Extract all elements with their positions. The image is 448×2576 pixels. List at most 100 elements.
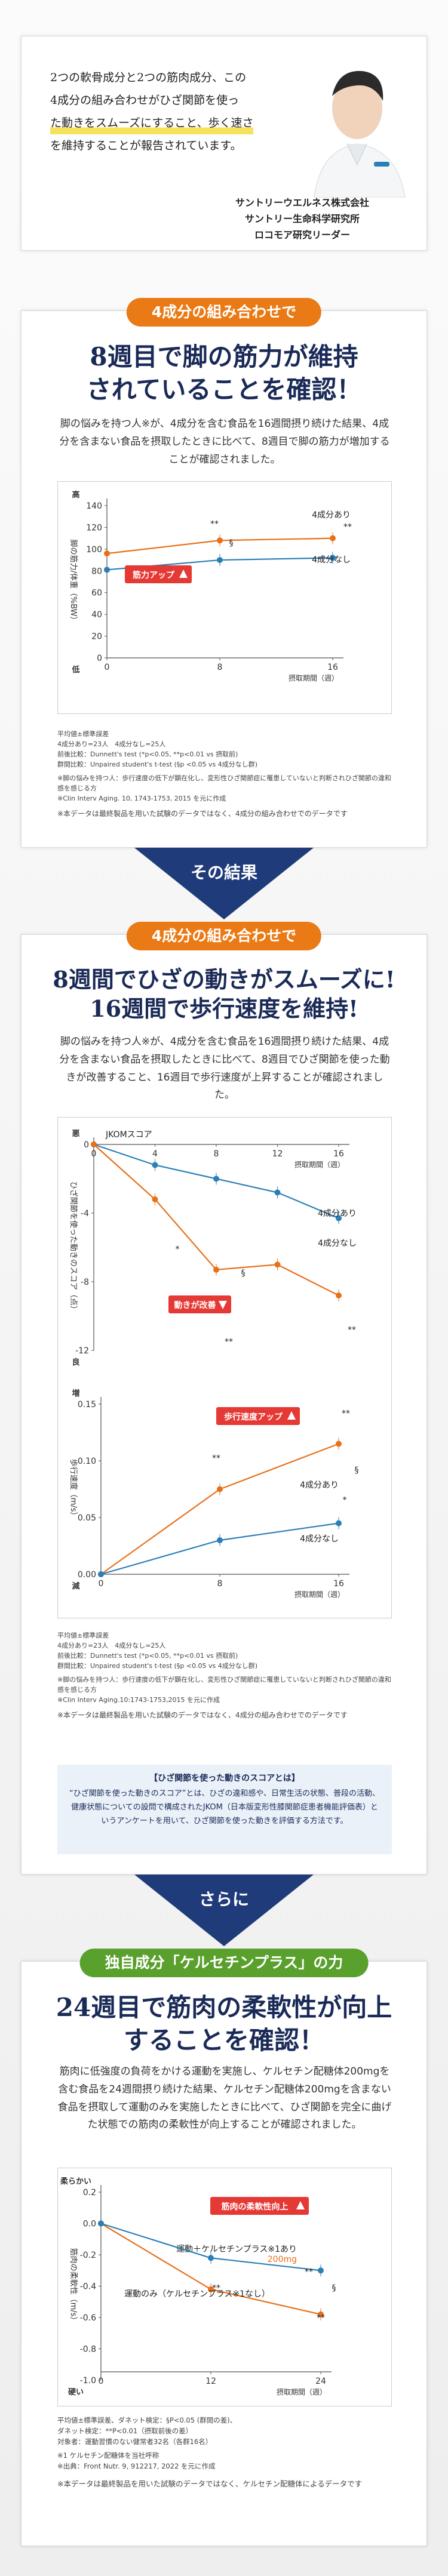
data-point	[217, 557, 223, 564]
series-label: 運動＋ケルセチンプラス※1あり 200mg	[176, 2245, 297, 2264]
org-name: サントリーウエルネス株式会社	[235, 197, 369, 208]
section3-pill: 独自成分「ケルセチンプラス」の力	[79, 1949, 369, 1977]
callout-badge	[125, 565, 192, 583]
arrow1-text: その結果	[190, 863, 257, 882]
series-label: 4成分あり	[318, 1209, 357, 1218]
chart-title: JKOMスコア	[105, 1130, 152, 1140]
y-tick-label: 100	[86, 545, 102, 555]
data-point	[274, 1261, 281, 1268]
researcher-photo	[302, 54, 410, 198]
significance-mark: §	[229, 538, 234, 548]
y-axis-label: 脚の筋力/体重（%BW）	[69, 539, 78, 624]
note: 群間比較：Unpaired student's t-test (§p <0.05…	[57, 1662, 258, 1670]
data-point	[336, 1441, 342, 1447]
note: 平均値±標準誤差、ダネット検定：§P<0.05 (群間の差)、	[57, 2416, 237, 2424]
y-bottom-label: 良	[72, 1358, 79, 1367]
callout-arrow-icon	[287, 1411, 296, 1420]
callout-arrow-icon	[296, 2201, 305, 2209]
section2-card: 4成分の組み合わせで 8週間でひざの動きがスムーズに! 16週間で歩行速度を維持…	[21, 922, 427, 1875]
data-point	[217, 1486, 223, 1492]
y-tick-label: 0.2	[83, 2188, 96, 2198]
y-axis-label: ひざ関節を使った動きのスコア（点）	[69, 1181, 78, 1313]
callout-badge	[210, 2197, 309, 2215]
y-axis-label: 歩行速度（m/s）	[69, 1459, 78, 1520]
section2-body: 脚の悩みを持つ人※が、4成分を含む食品を16週間摂り続けた結果、4成分を含まない…	[59, 1036, 390, 1101]
y-top-label: 増	[72, 1389, 79, 1398]
note: 平均値±標準誤差	[57, 730, 109, 738]
section1-pill: 4成分の組み合わせで	[126, 298, 322, 327]
x-tick-label: 12	[205, 2377, 216, 2386]
y-tick-label: -1.0	[80, 2376, 96, 2386]
callout-badge	[168, 1295, 231, 1313]
disclaimer: ※本データは最終製品を用いた試験のデータではなく、4成分の組み合わせでのデータで…	[57, 810, 348, 818]
data-point	[98, 1571, 104, 1577]
significance-mark: §	[332, 2283, 336, 2293]
data-point	[217, 537, 223, 544]
series-label: 4成分なし	[300, 1534, 339, 1544]
section1-notes: 平均値±標準誤差 4成分あり=23人 4成分なし=25人 前後比較：Dunnet…	[57, 729, 392, 820]
series-label: 4成分あり	[312, 510, 351, 520]
researcher-title: ロコモア研究リーダー	[254, 229, 350, 241]
y-tick-label: -0.4	[80, 2282, 96, 2292]
significance-mark: **	[225, 1337, 233, 1347]
headline-line: 8週間でひざの動きがスムーズに!	[53, 966, 395, 993]
section1-card: 4成分の組み合わせで 8週目で脚の筋力が維持 されていることを確認！ 脚の悩みを…	[21, 298, 427, 848]
jkom-box: 【ひざ関節を使った動きのスコアとは】 “ひざ関節を使った動きのスコア”とは、ひざ…	[57, 1765, 392, 1854]
significance-mark: **	[210, 519, 219, 529]
disclaimer: ※本データは最終製品を用いた試験のデータではなく、4成分の組み合わせでのデータで…	[57, 1711, 348, 1720]
headline-line: することを確認！	[123, 2025, 324, 2055]
headline-line: されていることを確認！	[86, 374, 362, 404]
headline-line: 24週目で筋肉の柔軟性が向上	[56, 1993, 392, 2022]
significance-mark: **	[343, 522, 352, 532]
series-line	[100, 1443, 339, 1575]
down-arrow-1	[134, 848, 314, 919]
data-point	[330, 535, 336, 541]
section1-body: 脚の悩みを持つ人※が、4成分を含む食品を16週間摂り続けた結果、4成分を含まない…	[59, 418, 390, 466]
callout-text: 筋肉の柔軟性向上	[222, 2202, 289, 2212]
lab-name: サントリー生命科学研究所	[244, 213, 360, 225]
section3-notes: 平均値±標準誤差、ダネット検定：§P<0.05 (群間の差)、 ダネット検定：*…	[57, 2415, 392, 2489]
series-line	[100, 2223, 321, 2315]
y-top-label: 高	[72, 490, 79, 500]
x-axis-label: 摂取期間（週）	[289, 673, 339, 682]
section3-card: 独自成分「ケルセチンプラス」の力 24週目で筋肉の柔軟性が向上 することを確認！…	[21, 1949, 427, 2546]
y-tick-label: 0.15	[78, 1400, 96, 1409]
note: 前後比較：Dunnett's test (*p<0.05, **p<0.01 v…	[57, 750, 238, 759]
data-point	[152, 1196, 158, 1202]
y-tick-label: 60	[91, 589, 102, 598]
intro-card: 2つの軟骨成分と2つの筋肉成分、この 4成分の組み合わせがひざ関節を使っ た動き…	[21, 36, 427, 251]
data-point	[336, 1215, 342, 1221]
note: 4成分あり=23人 4成分なし=25人	[57, 740, 166, 749]
y-tick-label: 120	[86, 523, 102, 533]
chart2-box: 0 -4 -8 -12 0 4 8 12 16 摂取期間（週） ひざ関節を使った動きのスコア（点）悪…	[57, 1117, 392, 1618]
section3-headline: 24週目で筋肉の柔軟性が向上 することを確認！	[22, 1992, 426, 2057]
callout-text: 筋力アップ	[133, 570, 175, 580]
x-tick-label: 12	[272, 1149, 283, 1159]
series-label: 運動のみ（ケルセチンプラス※1なし）	[124, 2289, 270, 2299]
y-tick-label: 0.05	[78, 1513, 96, 1523]
arrow2-text: さらに	[198, 1889, 249, 1909]
y-tick-label: 0.00	[78, 1570, 96, 1580]
jkom-title: 【ひざ関節を使った動きのスコアとは】	[149, 1774, 300, 1783]
y-tick-label: 40	[91, 610, 102, 620]
intro-line: た動きをスムーズにすること、歩く速さ	[50, 112, 254, 134]
data-point	[330, 555, 336, 561]
note: 対象者：運動習慣のない健常者32名（各群16名）	[57, 2437, 213, 2446]
data-point	[152, 1162, 158, 1168]
section3-body: 筋肉に低強度の負荷をかける運動を実施し、ケルセチン配糖体200mgを含む食品を2…	[57, 2066, 392, 2131]
data-point	[98, 2220, 104, 2227]
intro-line: 4成分の組み合わせがひざ関節を使っ	[50, 94, 240, 107]
data-point	[104, 550, 110, 557]
note: ※脚の悩みを持つ人：歩行速度の低下が顕在化し、変形性ひざ関節症に罹患していないと…	[57, 1676, 391, 1694]
x-tick-label: 0	[99, 1579, 104, 1589]
note: ※脚の悩みを持つ人：歩行速度の低下が顕在化し、変形性ひざ関節症に罹患していないと…	[57, 774, 391, 793]
y-tick-label: -8	[81, 1278, 89, 1287]
data-point	[274, 1189, 281, 1196]
x-axis-label: 摂取期間（週）	[294, 1160, 345, 1169]
note: ※出典：Front Nutr. 9, 912217, 2022 を元に作成	[57, 2462, 216, 2471]
x-tick-label: 0	[99, 2377, 104, 2386]
